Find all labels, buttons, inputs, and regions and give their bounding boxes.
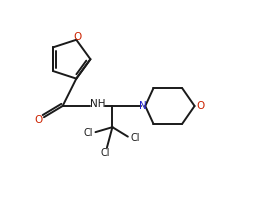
Text: N: N [139,101,146,111]
Text: O: O [196,101,204,111]
Text: NH: NH [90,98,106,108]
Text: O: O [34,115,43,125]
Text: O: O [73,32,82,42]
Text: Cl: Cl [101,148,111,158]
Text: Cl: Cl [130,133,140,143]
Text: Cl: Cl [84,128,93,138]
